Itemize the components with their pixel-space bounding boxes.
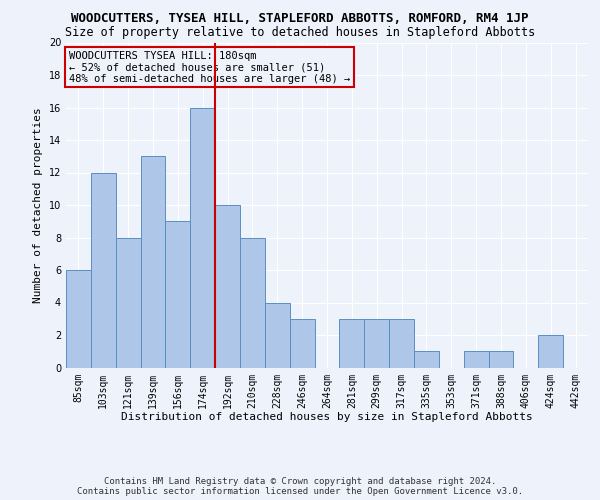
Bar bbox=[66, 270, 91, 368]
Bar bbox=[290, 319, 314, 368]
Bar bbox=[488, 351, 514, 368]
Bar bbox=[190, 108, 215, 368]
Text: WOODCUTTERS TYSEA HILL: 180sqm
← 52% of detached houses are smaller (51)
48% of : WOODCUTTERS TYSEA HILL: 180sqm ← 52% of … bbox=[68, 50, 350, 84]
Bar bbox=[389, 319, 414, 368]
Text: Size of property relative to detached houses in Stapleford Abbotts: Size of property relative to detached ho… bbox=[65, 26, 535, 39]
Bar bbox=[414, 351, 439, 368]
Y-axis label: Number of detached properties: Number of detached properties bbox=[33, 107, 43, 303]
Bar bbox=[215, 205, 240, 368]
Bar bbox=[240, 238, 265, 368]
Bar bbox=[265, 302, 290, 368]
Bar bbox=[140, 156, 166, 368]
Text: WOODCUTTERS, TYSEA HILL, STAPLEFORD ABBOTTS, ROMFORD, RM4 1JP: WOODCUTTERS, TYSEA HILL, STAPLEFORD ABBO… bbox=[71, 12, 529, 26]
X-axis label: Distribution of detached houses by size in Stapleford Abbotts: Distribution of detached houses by size … bbox=[121, 412, 533, 422]
Bar bbox=[116, 238, 140, 368]
Bar bbox=[364, 319, 389, 368]
Bar bbox=[91, 172, 116, 368]
Bar bbox=[464, 351, 488, 368]
Bar bbox=[538, 335, 563, 368]
Bar bbox=[166, 221, 190, 368]
Text: Contains HM Land Registry data © Crown copyright and database right 2024.
Contai: Contains HM Land Registry data © Crown c… bbox=[77, 476, 523, 496]
Bar bbox=[340, 319, 364, 368]
